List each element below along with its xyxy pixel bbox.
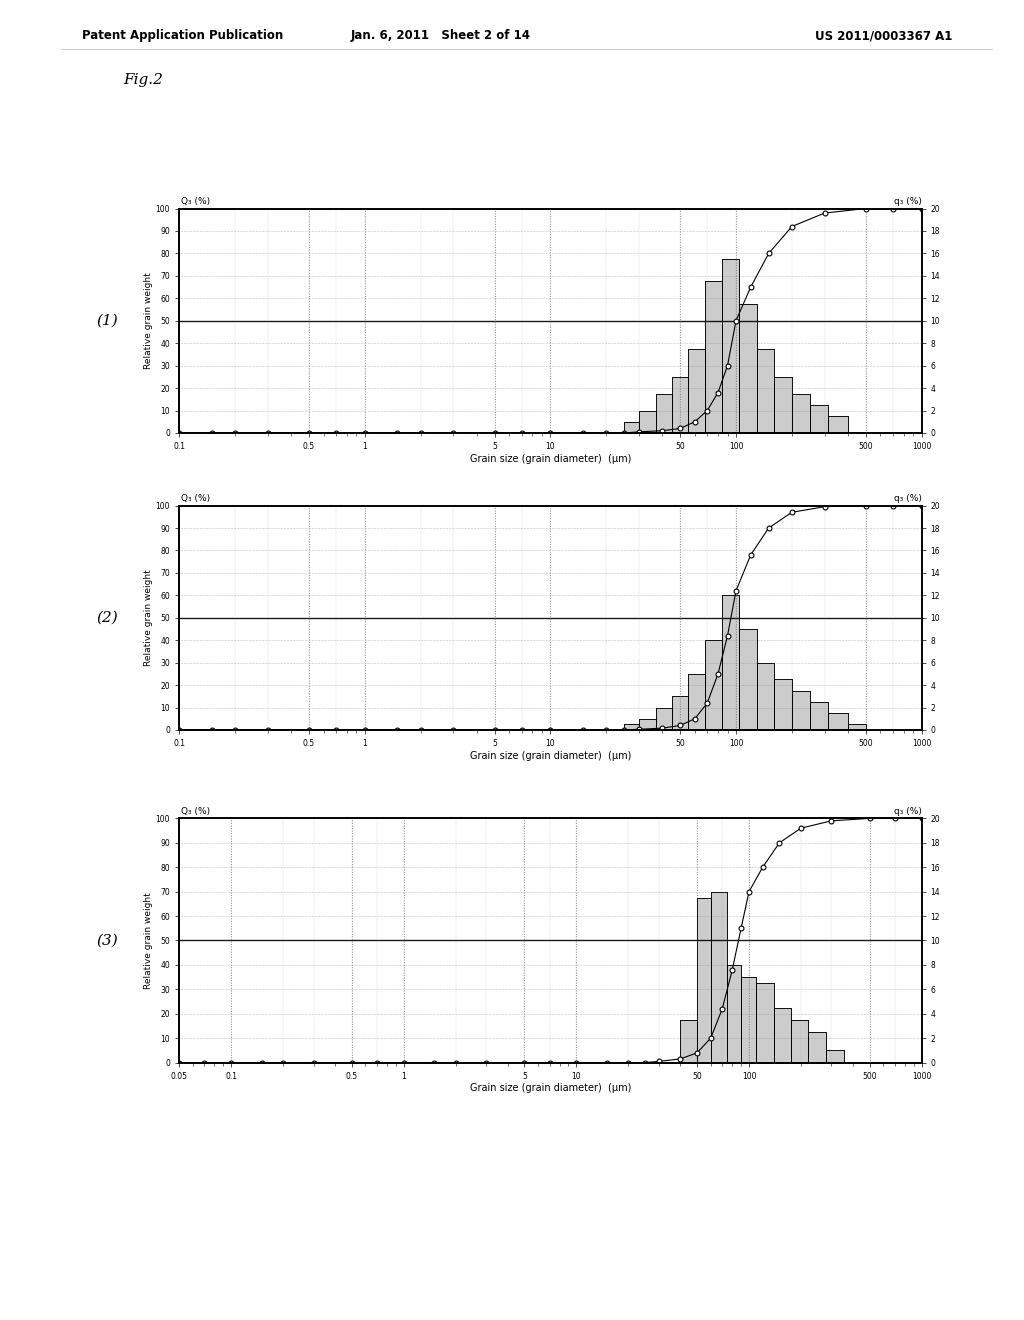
Text: q₃ (%): q₃ (%) xyxy=(894,494,922,503)
Text: (1): (1) xyxy=(96,314,119,327)
X-axis label: Grain size (grain diameter)  (μm): Grain size (grain diameter) (μm) xyxy=(470,454,631,463)
Text: q₃ (%): q₃ (%) xyxy=(894,807,922,816)
Text: Q₃ (%): Q₃ (%) xyxy=(180,197,210,206)
Text: Jan. 6, 2011   Sheet 2 of 14: Jan. 6, 2011 Sheet 2 of 14 xyxy=(350,29,530,42)
Y-axis label: Relative grain weight: Relative grain weight xyxy=(144,272,153,370)
Text: (2): (2) xyxy=(96,611,119,624)
Y-axis label: Relative grain weight: Relative grain weight xyxy=(144,892,153,989)
X-axis label: Grain size (grain diameter)  (μm): Grain size (grain diameter) (μm) xyxy=(470,1084,631,1093)
Text: q₃ (%): q₃ (%) xyxy=(894,197,922,206)
Text: Patent Application Publication: Patent Application Publication xyxy=(82,29,284,42)
Y-axis label: Relative grain weight: Relative grain weight xyxy=(144,569,153,667)
Text: US 2011/0003367 A1: US 2011/0003367 A1 xyxy=(815,29,952,42)
Text: Fig.2: Fig.2 xyxy=(123,73,163,87)
Text: Q₃ (%): Q₃ (%) xyxy=(180,807,210,816)
Text: (3): (3) xyxy=(96,933,119,948)
Text: Q₃ (%): Q₃ (%) xyxy=(180,494,210,503)
X-axis label: Grain size (grain diameter)  (μm): Grain size (grain diameter) (μm) xyxy=(470,751,631,760)
